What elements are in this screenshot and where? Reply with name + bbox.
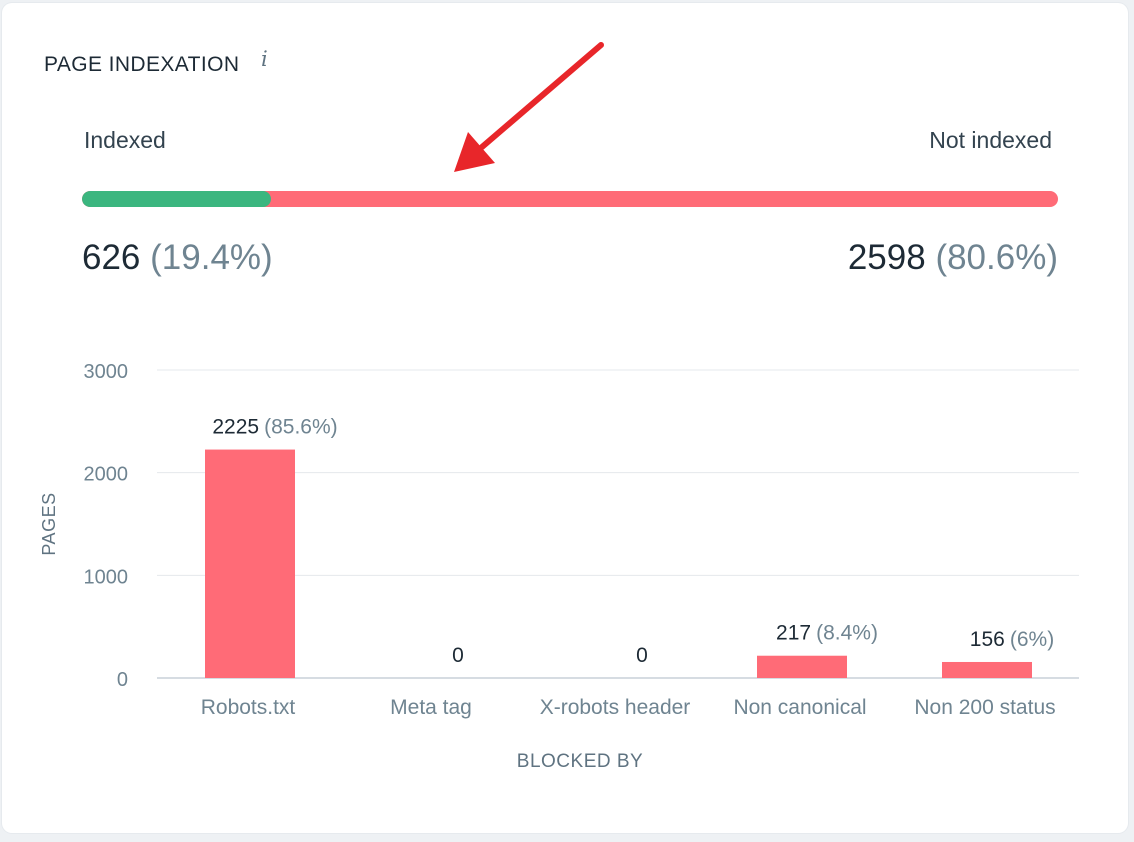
indexed-count: 626 (82, 238, 141, 277)
indexed-stat: 626 (19.4%) (82, 238, 273, 278)
indexed-progress-fill (82, 191, 272, 207)
not-indexed-percent: (80.6%) (935, 238, 1058, 277)
y-tick-label: 1000 (84, 566, 129, 588)
data-label-value: 2225 (212, 416, 259, 439)
data-label-percent: (85.6%) (264, 416, 338, 439)
indexation-progress-bar (82, 191, 1058, 207)
data-label-value: 0 (452, 644, 464, 667)
not-indexed-count: 2598 (847, 238, 926, 277)
x-axis-label: BLOCKED BY (517, 751, 643, 772)
data-label-value: 0 (636, 644, 648, 667)
not-indexed-stat: 2598 (80.6%) (848, 238, 1058, 278)
data-label-percent: (8.4%) (816, 622, 878, 645)
x-tick-label: X-robots header (540, 696, 691, 719)
indexed-percent: (19.4%) (150, 238, 273, 277)
data-label-value: 156 (970, 628, 1005, 651)
data-label: 2225 (85.6%) (212, 416, 337, 439)
data-label: 217 (8.4%) (776, 622, 878, 645)
x-tick-label: Meta tag (390, 696, 472, 719)
y-axis-label: PAGES (39, 492, 59, 555)
x-tick-label: Non 200 status (914, 696, 1055, 719)
page-title: PAGE INDEXATION (44, 53, 240, 76)
bar (757, 655, 847, 678)
data-label: 0 (452, 644, 464, 667)
bar (205, 449, 295, 678)
info-icon[interactable]: i (261, 47, 268, 71)
data-label: 0 (636, 644, 648, 667)
y-tick-label: 2000 (84, 464, 129, 486)
not-indexed-label: Not indexed (929, 127, 1052, 153)
x-tick-label: Robots.txt (201, 696, 296, 719)
y-tick-label: 3000 (84, 361, 129, 383)
x-tick-label: Non canonical (733, 696, 866, 719)
data-label-value: 217 (776, 622, 811, 645)
data-label-percent: (6%) (1010, 628, 1054, 651)
indexed-label: Indexed (84, 127, 166, 153)
bar (942, 661, 1032, 678)
y-tick-label: 0 (117, 669, 128, 691)
data-label: 156 (6%) (970, 628, 1054, 651)
